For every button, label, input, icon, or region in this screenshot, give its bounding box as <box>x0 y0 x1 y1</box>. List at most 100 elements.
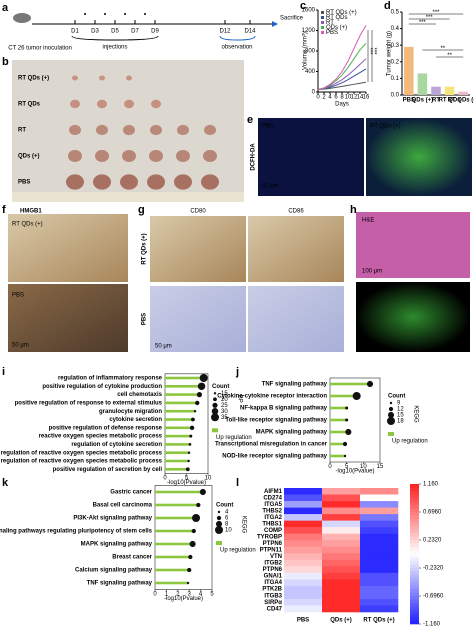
micrograph <box>356 282 470 352</box>
dot <box>189 434 193 438</box>
panel-label: k <box>2 477 9 489</box>
bar <box>404 46 414 95</box>
colorbar-step <box>410 603 419 607</box>
category-label: Toll-like receptor signaling pathway <box>225 418 327 424</box>
legend-swatch <box>212 428 218 433</box>
cell <box>284 572 323 580</box>
y-tick-label: 0.1 <box>391 76 400 82</box>
bar <box>165 468 188 471</box>
colorbar-step <box>410 505 419 509</box>
colorbar-label: 1.160 <box>423 482 439 488</box>
cell <box>360 592 399 600</box>
cell <box>322 514 361 521</box>
cell <box>322 592 361 600</box>
category-label: MAPK signaling pathway <box>256 430 328 436</box>
x-tick-label: QDs (+) <box>412 98 434 104</box>
bar <box>165 409 196 413</box>
cell <box>322 579 361 587</box>
plot-frame <box>154 485 213 590</box>
bar <box>431 86 441 95</box>
row-label: PBS <box>18 180 30 186</box>
colorbar-step <box>410 561 419 565</box>
dot <box>195 400 200 406</box>
colorbar-step <box>410 599 419 604</box>
tumor <box>99 75 105 81</box>
dot <box>191 417 195 422</box>
day-label: D9 <box>151 29 159 35</box>
cell <box>284 540 323 548</box>
cell <box>360 494 399 502</box>
axis-label: -log10(Pvalue) <box>164 596 203 602</box>
cell <box>322 488 361 495</box>
x-tick-label: 10 <box>345 95 352 101</box>
panel-label: b <box>2 56 9 68</box>
dot <box>193 410 197 413</box>
cell <box>360 520 399 528</box>
legend-dot <box>389 401 393 405</box>
row-label: COMP <box>264 528 282 534</box>
cell <box>284 488 323 495</box>
row-label: CD47 <box>267 606 283 612</box>
micrograph <box>150 286 246 352</box>
colorbar-label: 0.6960 <box>423 510 442 516</box>
colorbar-step <box>410 508 419 513</box>
row-label: CD274 <box>263 495 282 501</box>
colorbar-step <box>410 606 419 611</box>
category-label: Breast cancer <box>112 555 152 561</box>
bar <box>417 73 428 95</box>
row-label: SIRPα <box>264 600 282 606</box>
dot <box>124 13 126 15</box>
cell <box>322 501 361 508</box>
panel-label: i <box>2 366 5 378</box>
caption: Sacrifice <box>280 16 304 22</box>
x-tick-label: 10 <box>205 476 212 482</box>
x-tick-label: 0 <box>316 95 320 101</box>
category-label: TNF signaling pathway <box>87 581 153 587</box>
scale-text: 100 μm <box>362 343 382 349</box>
mouse-icon <box>13 13 31 23</box>
category-label: regulation of cytokine secretion <box>71 442 162 448</box>
bar <box>330 454 345 458</box>
colorbar-step <box>410 582 419 586</box>
colorbar-step <box>410 491 419 495</box>
legend-swatch <box>216 541 222 545</box>
cell <box>284 527 323 534</box>
legend-dot <box>212 402 218 408</box>
category-label: Calcium signaling pathway <box>75 568 153 574</box>
legend-swatch <box>321 31 324 34</box>
annotation: ** <box>440 46 445 52</box>
micrograph <box>8 214 128 282</box>
cell <box>284 507 323 515</box>
row-label: ITGA2 <box>264 515 282 521</box>
dot <box>196 502 201 508</box>
panel-label: a <box>2 2 9 14</box>
bar <box>330 442 345 446</box>
dot <box>187 451 191 454</box>
bar <box>155 568 190 572</box>
tumor <box>122 150 136 162</box>
cell <box>284 566 323 574</box>
legend-dot <box>216 515 222 521</box>
bar <box>330 382 370 386</box>
colorbar-label: -0.6960 <box>423 594 444 600</box>
scale-text: 50 μm <box>12 343 29 349</box>
legend-label: 25 <box>221 403 228 409</box>
category-label: cytokine secretion <box>109 417 162 423</box>
colorbar-step <box>410 592 419 597</box>
bar <box>330 406 347 410</box>
tumor <box>174 174 192 190</box>
legend-label: 30 <box>221 409 228 415</box>
x-tick-label: 10 <box>360 464 367 470</box>
category-label: reactive oxygen species metabolic proces… <box>39 434 163 440</box>
bar <box>155 529 194 533</box>
column-label: QDs (+) <box>330 618 352 624</box>
row-label: VTN <box>270 554 282 560</box>
y-tick-label: 1200 <box>302 28 316 34</box>
tumor <box>203 150 217 162</box>
cell <box>284 520 323 528</box>
micrograph <box>8 284 128 352</box>
dot <box>84 13 86 15</box>
dot <box>366 380 374 388</box>
